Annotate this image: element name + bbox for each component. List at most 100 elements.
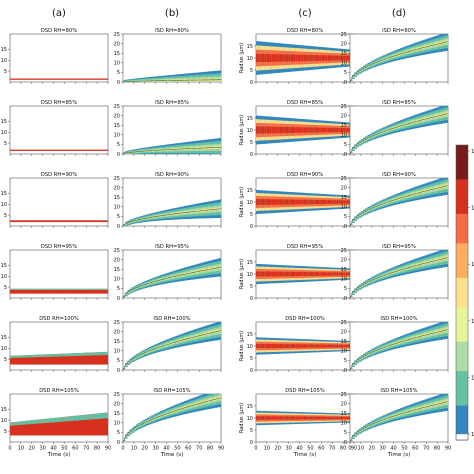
heat-cell	[79, 220, 83, 223]
heat-cell	[55, 149, 59, 151]
panel-title: ISD RH=90%	[155, 172, 189, 178]
heat-cell	[99, 352, 102, 365]
heat-cell	[44, 78, 48, 80]
heat-cell	[73, 288, 76, 291]
panel-d-1: ISD RH=80% 0 5 10 15 20 25	[341, 28, 449, 86]
heat-cell	[310, 344, 313, 348]
heat-cell	[138, 425, 141, 427]
x-tick-label: 10	[264, 446, 270, 452]
heat-cell	[44, 220, 48, 223]
heat-cell	[66, 416, 70, 436]
y-tick-label: 15	[247, 116, 253, 122]
heat-cell	[31, 288, 35, 294]
heat-cell	[277, 54, 281, 62]
heat-cell	[47, 418, 50, 436]
heat-cell	[68, 220, 72, 223]
heat-cell	[29, 355, 33, 365]
heat-cell	[51, 78, 54, 80]
heat-cell	[345, 416, 348, 420]
heat-cell	[25, 78, 28, 80]
heat-cell	[23, 78, 26, 80]
y-tick-label: 20	[341, 113, 347, 119]
heat-cell	[40, 354, 43, 358]
heat-cell	[90, 288, 94, 294]
y-tick-label: 15	[341, 195, 347, 201]
y-tick-label: 5	[4, 141, 7, 147]
colorbar-segment	[456, 204, 468, 210]
heat-cell	[29, 288, 33, 291]
heat-cell	[20, 355, 24, 358]
column-label-d: (d)	[392, 8, 406, 19]
panel-title: ISD RH=85%	[382, 100, 416, 106]
heat-cell	[25, 149, 28, 151]
heat-cell	[260, 53, 263, 63]
heat-cell	[129, 431, 133, 433]
heat-cell	[38, 419, 41, 436]
heat-cell	[371, 135, 375, 137]
heat-cell	[97, 149, 100, 151]
mean-curve	[350, 329, 448, 370]
heat-cell	[332, 200, 335, 204]
y-tick-label: 10	[341, 277, 347, 283]
heat-cell	[75, 149, 78, 151]
heat-cell	[279, 54, 283, 62]
colorbar-tick-label: 10	[471, 375, 474, 381]
y-tick-label: 5	[117, 286, 120, 292]
mean-curve	[123, 208, 221, 226]
heat-cell	[90, 414, 94, 436]
heat-cell	[367, 281, 370, 283]
y-tick-label: 10	[247, 272, 253, 278]
heat-cell	[16, 421, 20, 426]
heat-cell	[88, 414, 91, 436]
x-tick-label: 10	[358, 446, 364, 452]
heat-cell	[90, 78, 94, 80]
heat-cell	[105, 351, 108, 365]
y-axis-label: Radius (μm)	[239, 331, 245, 361]
heat-cell	[10, 78, 13, 80]
heat-cell	[75, 288, 78, 294]
heat-cell	[88, 352, 91, 356]
y-axis-label: Radius (μm)	[239, 259, 245, 289]
heat-cell	[81, 78, 85, 80]
heat-cell	[105, 78, 108, 80]
heat-cell	[363, 428, 366, 429]
colorbar-segment	[456, 263, 468, 269]
y-tick-label: 5	[117, 430, 120, 436]
y-tick-label: 10	[247, 56, 253, 62]
heat-cell	[316, 272, 320, 276]
heat-cell	[306, 199, 309, 205]
heat-cell	[301, 199, 305, 205]
heat-cell	[347, 344, 350, 348]
heat-cell	[79, 288, 83, 294]
x-tick-label: 80	[434, 446, 440, 452]
heat-cell	[293, 199, 296, 205]
heat-cell	[133, 288, 137, 290]
heat-cell	[334, 272, 337, 276]
heatmap-cells	[256, 190, 354, 214]
heat-cell	[51, 288, 54, 291]
heat-cell	[92, 78, 96, 80]
heat-cell	[319, 416, 322, 420]
heat-cell	[51, 418, 54, 436]
x-tick-label: 90	[218, 446, 224, 452]
heat-cell	[38, 354, 41, 365]
colorbar-segment	[456, 179, 468, 185]
panel-d-2: ISD RH=85% 0 5 10 15 20 25	[341, 100, 449, 158]
y-tick-label: 5	[344, 430, 347, 436]
panel-a-5: DSD RH=100% 5 10 15	[1, 316, 109, 372]
x-tick-label: 80	[340, 446, 346, 452]
heat-cell	[290, 416, 294, 420]
heat-cell	[12, 149, 15, 151]
heat-cell	[131, 359, 135, 360]
heat-cell	[101, 412, 104, 419]
heat-cell	[336, 55, 340, 61]
heat-cell	[77, 220, 80, 223]
heat-cell	[14, 355, 17, 358]
heat-cell	[68, 416, 72, 436]
colorbar-segment	[456, 336, 468, 343]
y-axis-label: Radius (μm)	[239, 43, 245, 73]
panel-title: DSD RH=95%	[41, 244, 77, 250]
colorbar-segment	[456, 145, 468, 151]
y-tick-label: 10	[114, 61, 120, 67]
heat-cell	[345, 272, 348, 276]
